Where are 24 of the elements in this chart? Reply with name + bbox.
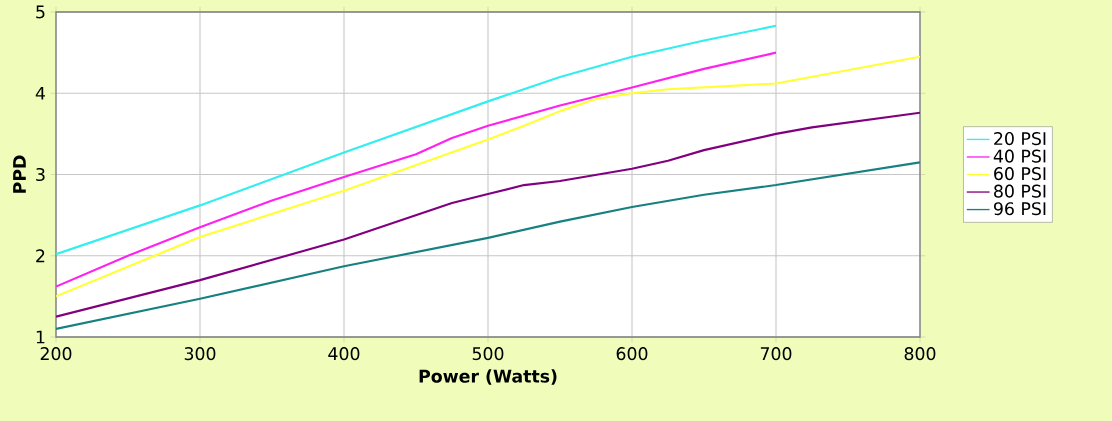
legend-label: 20 PSI xyxy=(994,132,1046,146)
legend-label: 80 PSI xyxy=(994,184,1046,198)
y-tick-label: 4 xyxy=(35,86,45,100)
x-tick-label: 700 xyxy=(760,347,792,361)
line-series xyxy=(56,161,920,330)
x-tick-label: 200 xyxy=(40,347,72,361)
x-tick-label: 800 xyxy=(904,347,936,361)
line-series xyxy=(56,51,778,288)
legend-label: 96 PSI xyxy=(993,202,1046,216)
y-axis-title: PPD xyxy=(13,155,26,193)
y-tick-label: 5 xyxy=(36,5,45,19)
x-axis-title: Power (Watts) xyxy=(419,369,557,385)
x-tick-label: 500 xyxy=(472,347,504,361)
line-series xyxy=(56,111,920,318)
line-series xyxy=(56,24,778,256)
legend-label: 40 PSI xyxy=(993,149,1046,163)
x-tick-label: 300 xyxy=(184,347,216,361)
y-tick-label: 2 xyxy=(36,249,45,263)
x-tick-label: 400 xyxy=(328,347,360,361)
y-tick-label: 1 xyxy=(36,330,45,344)
line-series xyxy=(56,55,920,298)
x-tick-label: 600 xyxy=(616,347,648,361)
legend-label: 60 PSI xyxy=(994,167,1046,181)
y-tick-label: 3 xyxy=(36,167,45,182)
